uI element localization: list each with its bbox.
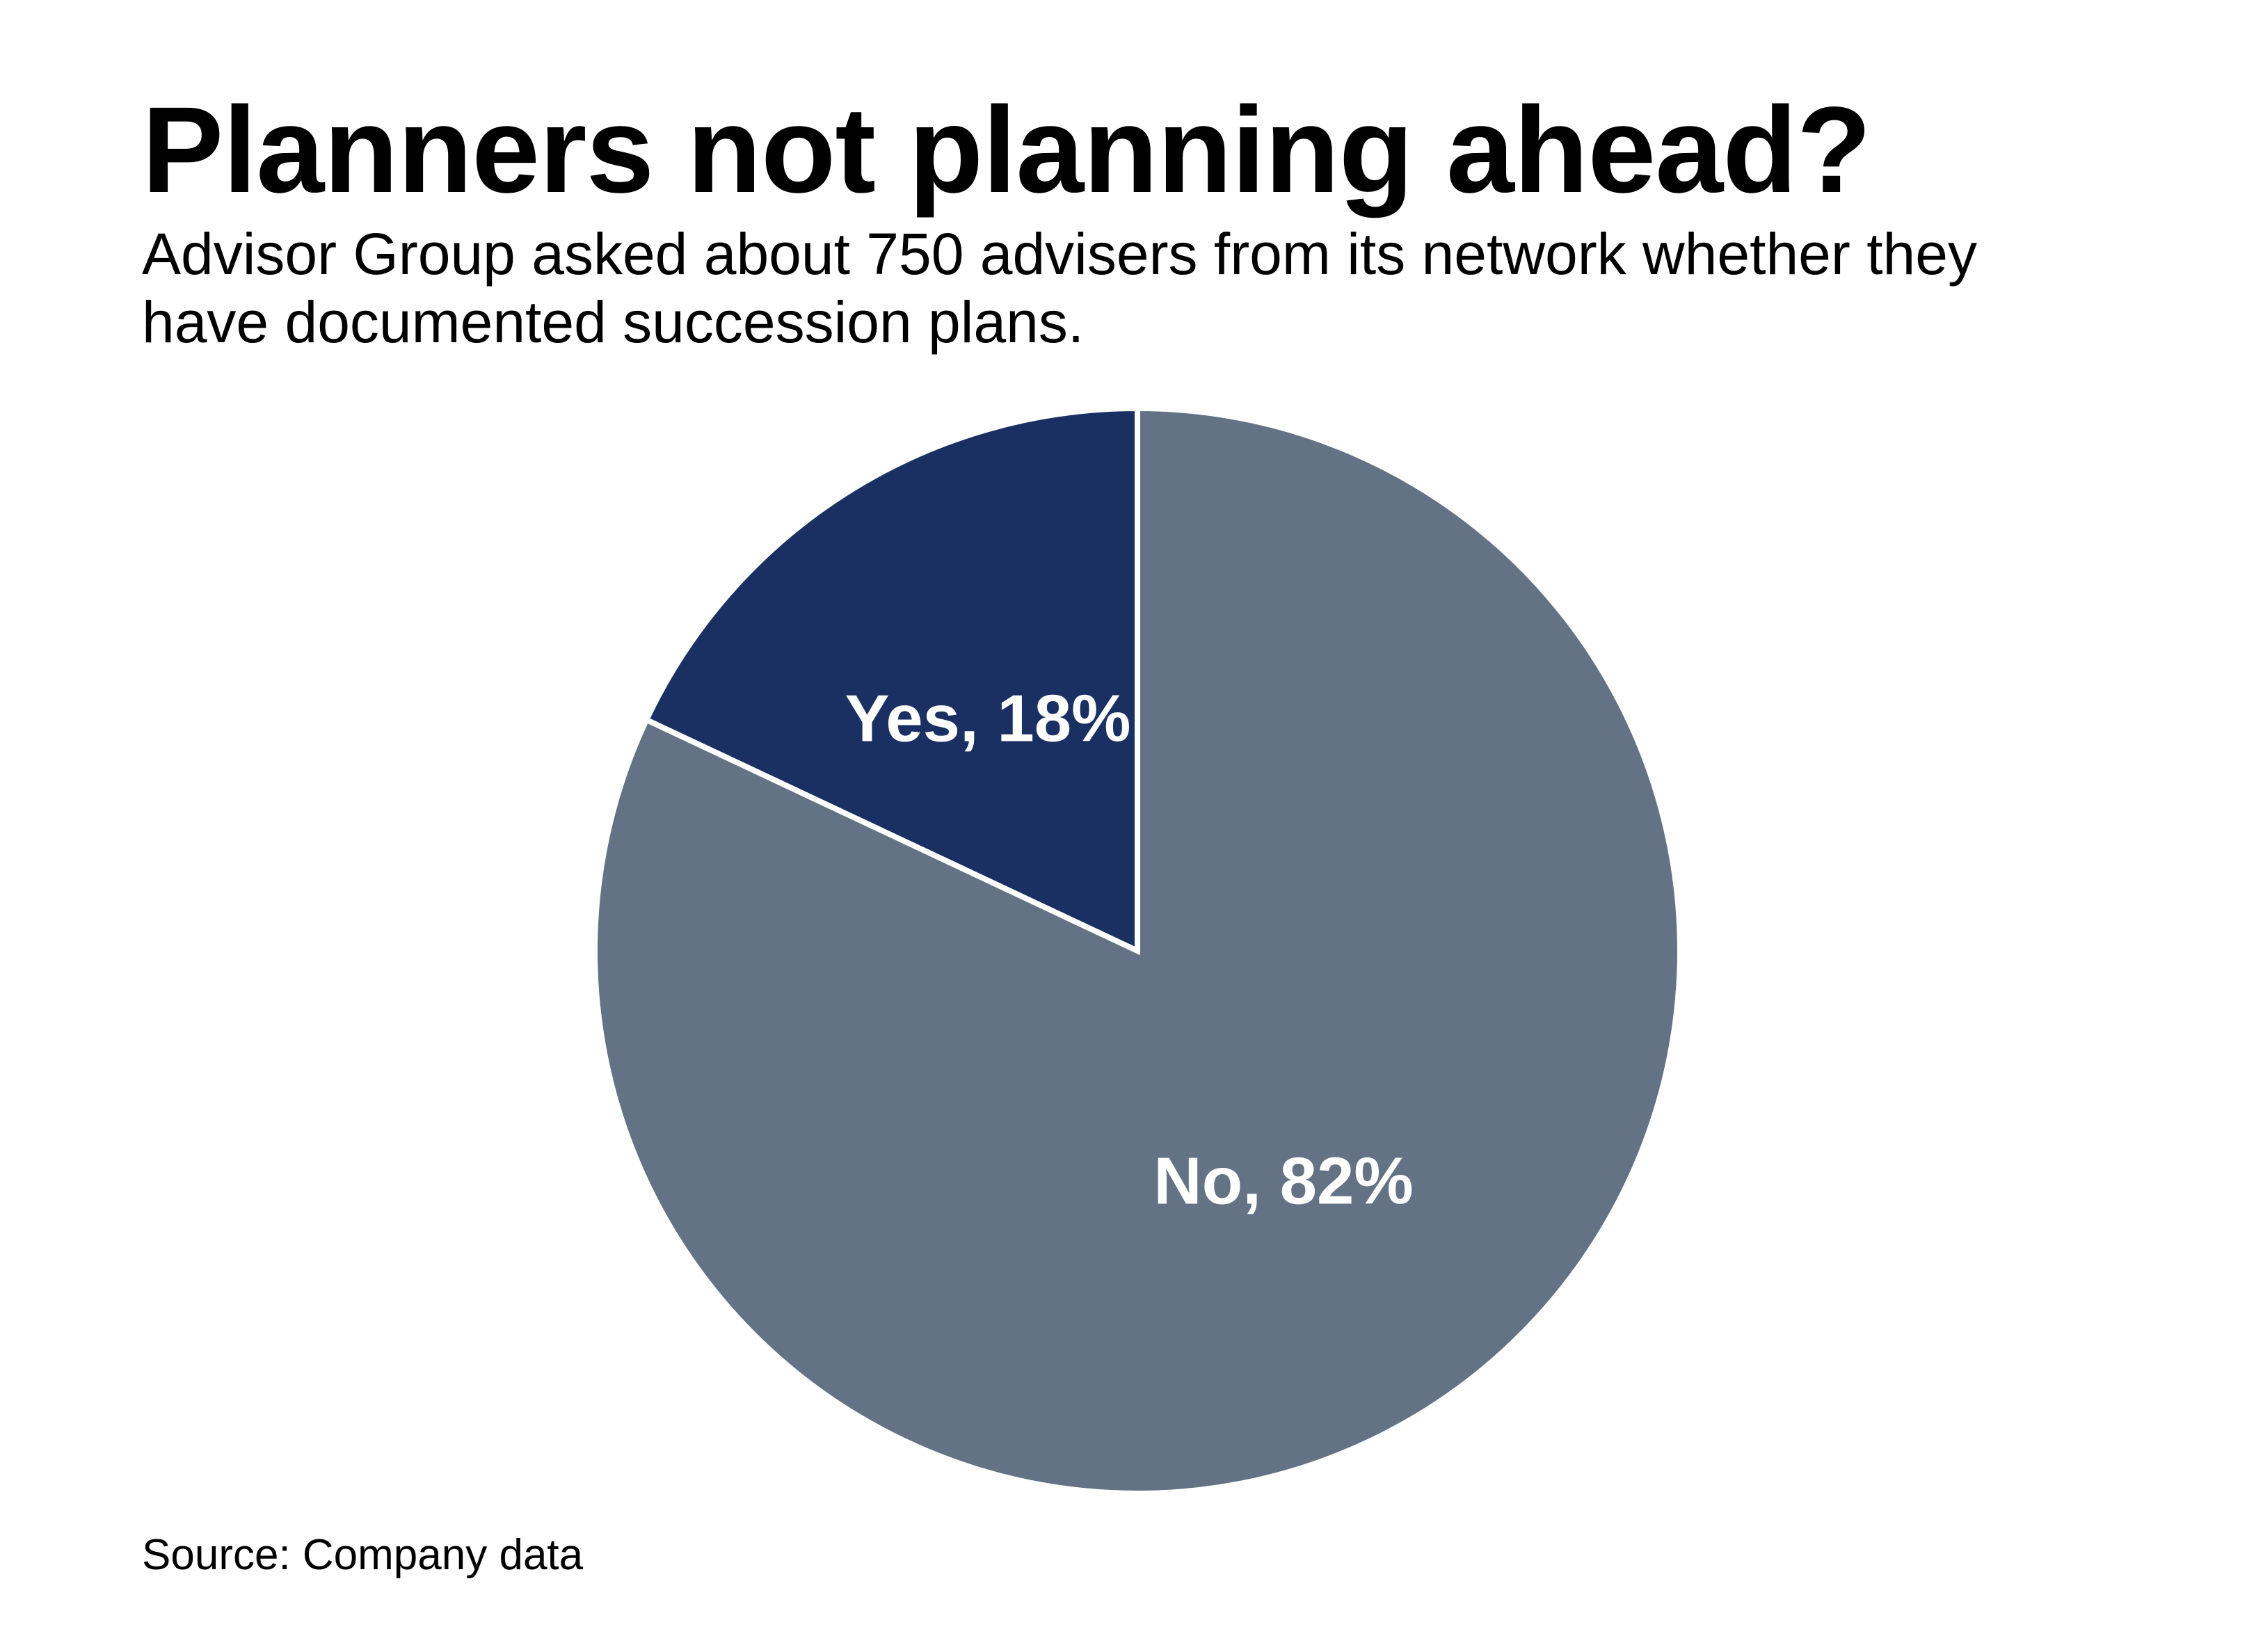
slice-label-yes: Yes, 18%	[845, 681, 1131, 755]
chart-subtitle: Advisor Group asked about 750 advisers f…	[142, 221, 1977, 355]
pie-slice-no	[592, 405, 1683, 1496]
pie-slice-yes	[642, 405, 1140, 956]
source-note: Source: Company data	[142, 1531, 584, 1579]
pie-slices	[592, 405, 1683, 1496]
pie-labels: Yes, 18% No, 82%	[845, 681, 1414, 1218]
slice-label-no: No, 82%	[1153, 1144, 1413, 1218]
chart-title: Planners not planning ahead?	[142, 82, 1871, 218]
